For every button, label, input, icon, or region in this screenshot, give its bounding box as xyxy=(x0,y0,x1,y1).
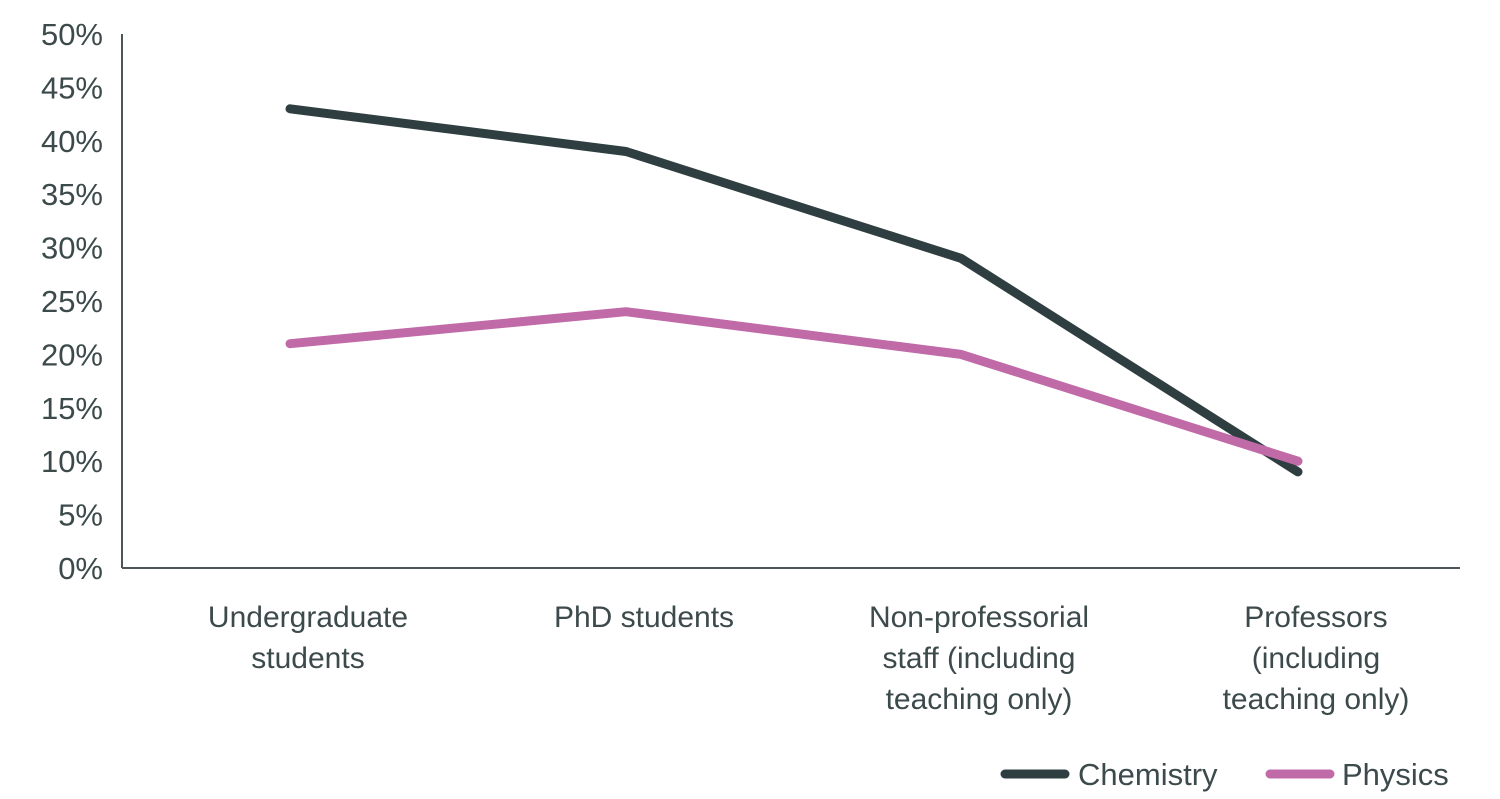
x-tick-label: Non-professorial staff (including teaching… xyxy=(869,601,1089,716)
legend: Chemistry Physics xyxy=(1000,757,1449,792)
x-tick-label: PhD students xyxy=(554,601,734,634)
y-axis-ticks: 0% 5% 10% 15% 20% 25% 30% 35% 40% 45% 50% xyxy=(41,17,103,586)
y-tick-label: 25% xyxy=(41,284,103,319)
series-line-chemistry xyxy=(285,104,1303,477)
y-tick-label: 40% xyxy=(41,124,103,159)
x-tick-label: Undergraduate students xyxy=(208,601,408,675)
y-tick-label: 0% xyxy=(58,551,103,586)
x-axis-labels: Undergraduate students PhD students Non-pro… xyxy=(208,601,1409,716)
series-line-physics xyxy=(285,307,1303,466)
y-tick-label: 5% xyxy=(58,498,103,533)
y-tick-label: 30% xyxy=(41,231,103,266)
y-tick-label: 15% xyxy=(41,391,103,426)
series-lines xyxy=(285,104,1303,477)
y-tick-label: 50% xyxy=(41,17,103,52)
y-tick-label: 20% xyxy=(41,337,103,372)
y-tick-label: 10% xyxy=(41,444,103,479)
y-tick-label: 35% xyxy=(41,177,103,212)
legend-label-physics: Physics xyxy=(1342,757,1449,792)
x-tick-label: Professors (including teaching only) xyxy=(1223,601,1410,716)
y-tick-label: 45% xyxy=(41,70,103,105)
legend-label-chemistry: Chemistry xyxy=(1078,757,1218,792)
